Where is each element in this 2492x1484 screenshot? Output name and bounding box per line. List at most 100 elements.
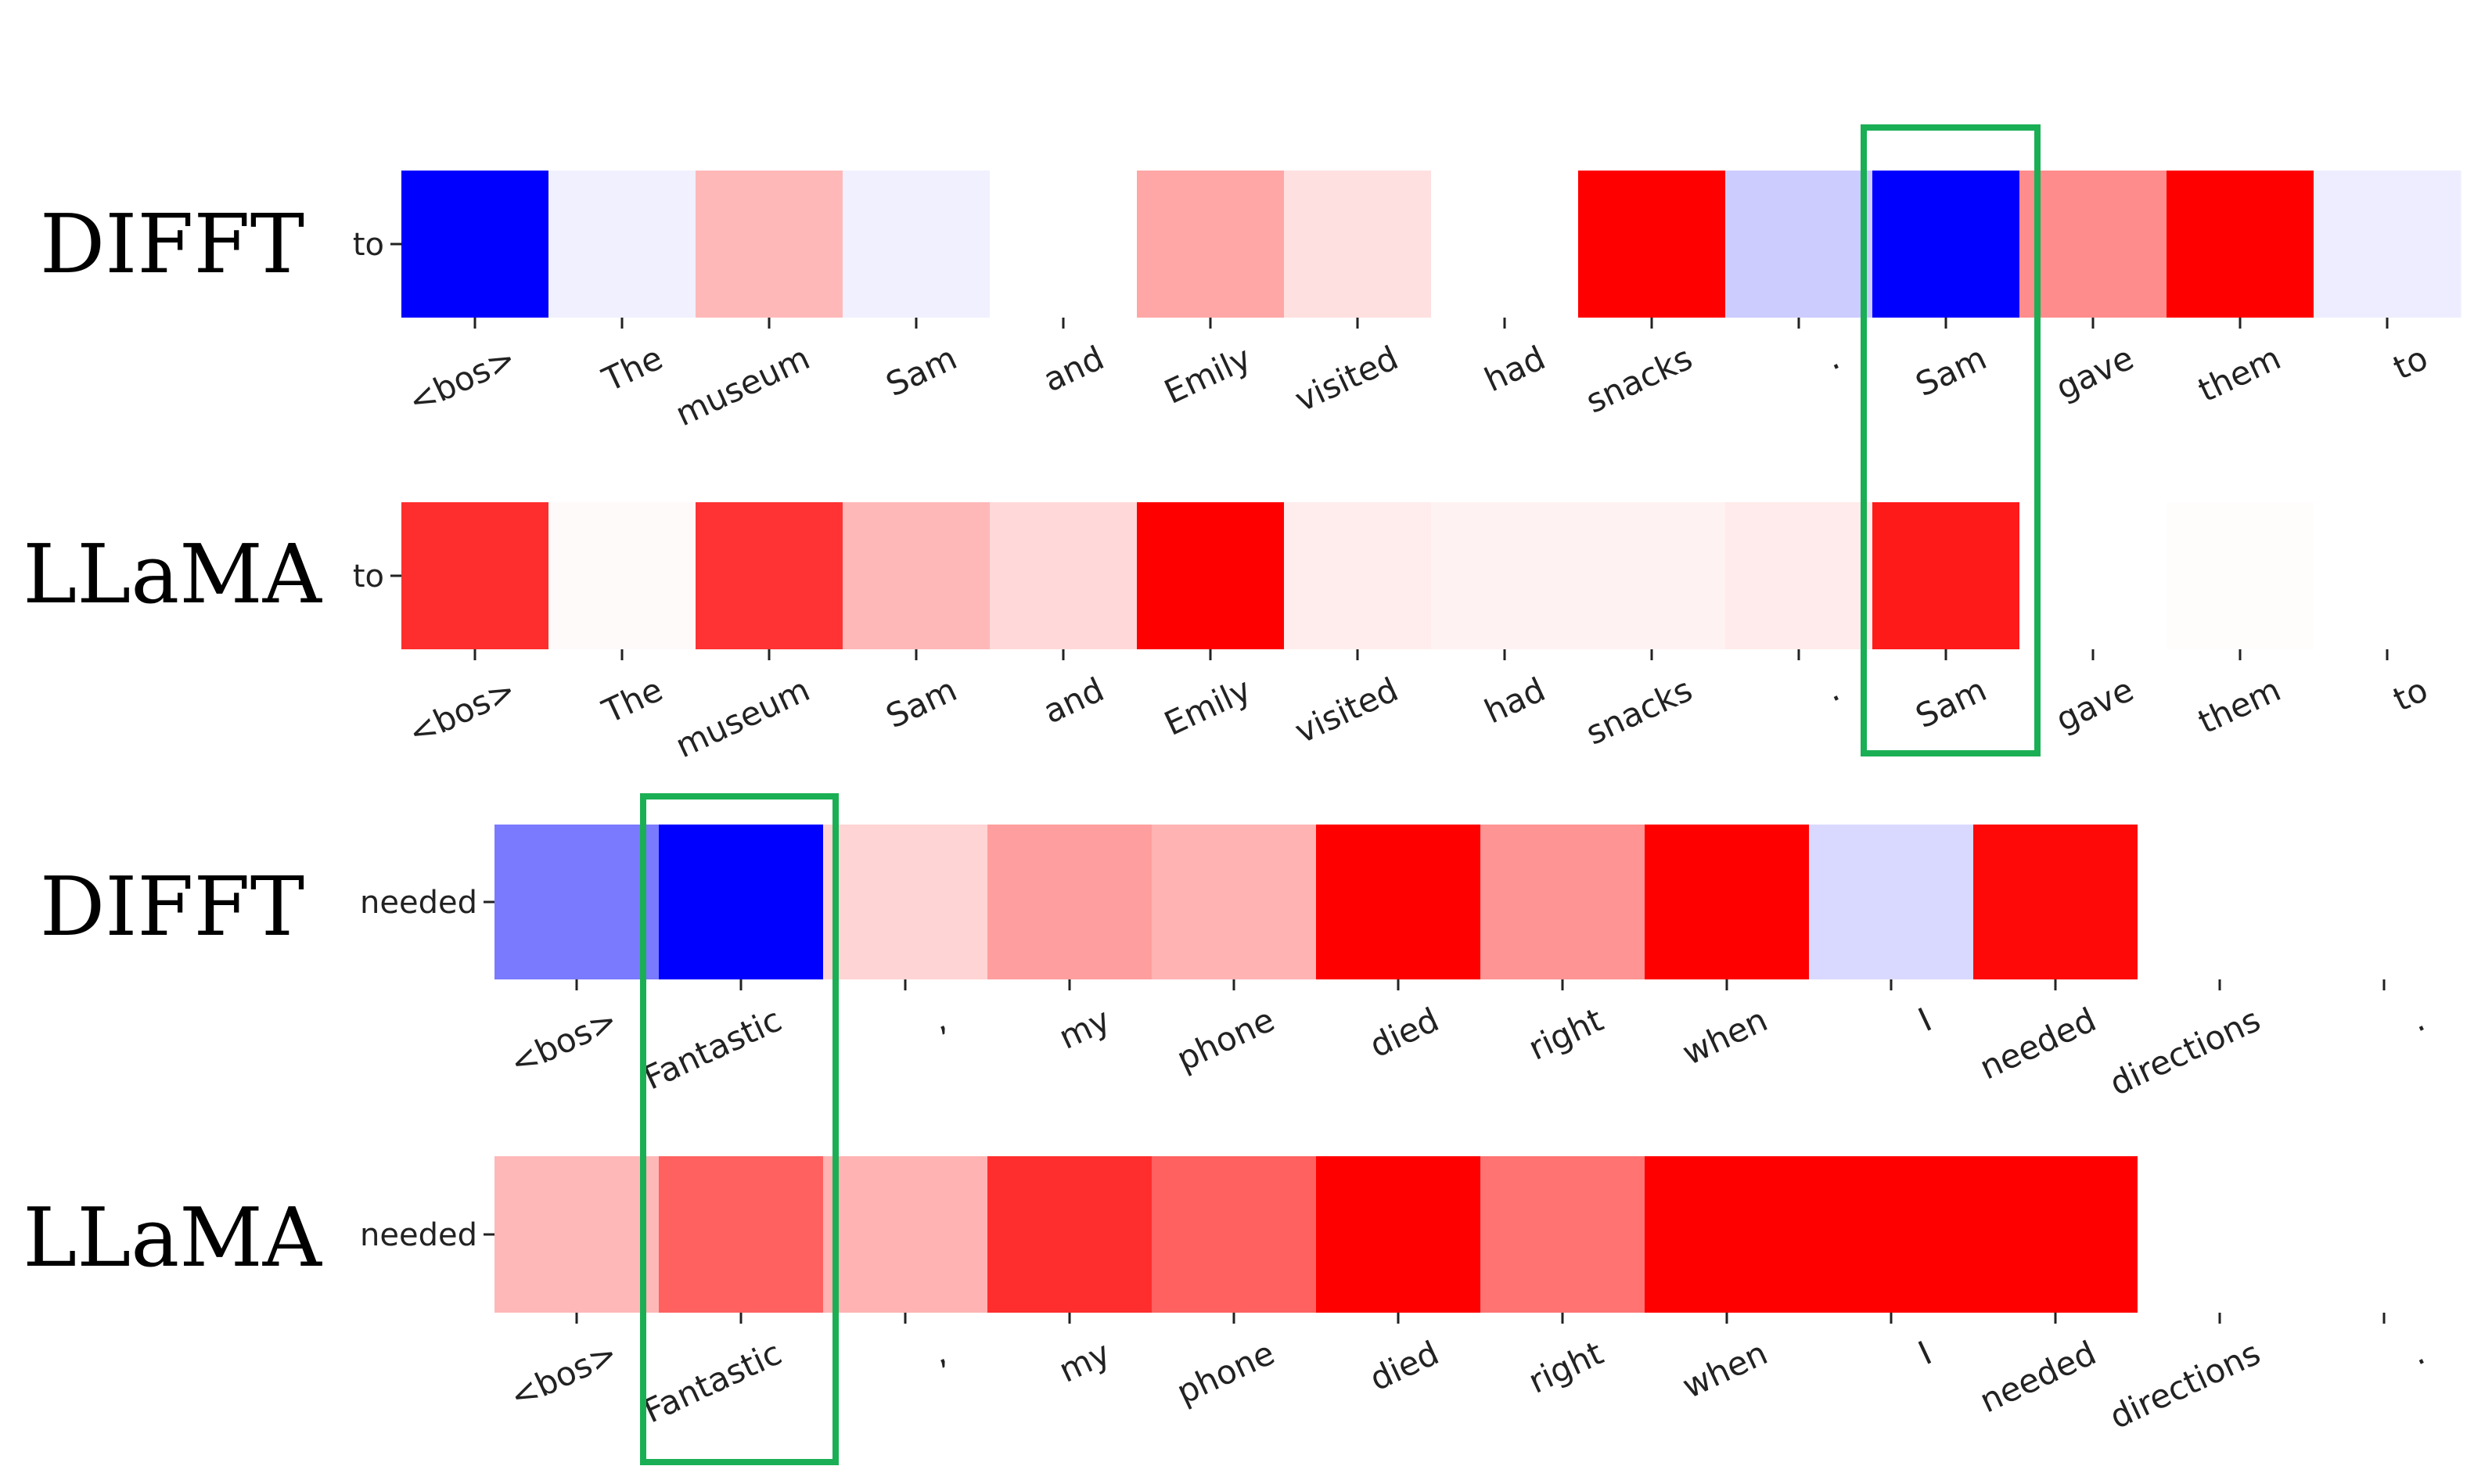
- x-tick-label: when: [1677, 1334, 1774, 1406]
- y-axis: to: [353, 559, 401, 595]
- heatmap-cells: [494, 1156, 2467, 1313]
- heatmap-cell: [659, 825, 824, 979]
- x-tick-label: had: [1479, 670, 1551, 731]
- heatmap-cell: [2314, 502, 2461, 649]
- x-tick-label: .: [1819, 339, 1845, 378]
- x-tick-label: my: [1053, 1001, 1116, 1057]
- model-label: DIFFT: [40, 859, 304, 954]
- heatmap-cell: [823, 825, 988, 979]
- heatmap-cell: [1645, 1156, 1810, 1313]
- x-tick-label: to: [2387, 339, 2433, 387]
- x-tick-label: them: [2192, 339, 2286, 410]
- heatmap-cell: [1431, 171, 1579, 318]
- heatmap-cell: [2302, 825, 2467, 979]
- x-tick-label: to: [2387, 670, 2433, 719]
- x-tick-label: The: [596, 339, 668, 400]
- x-tick-label: I: [1912, 1001, 1937, 1040]
- x-tick-label: .: [2404, 1001, 2430, 1040]
- heatmap-cell: [1480, 825, 1645, 979]
- heatmap-cell: [2138, 825, 2303, 979]
- heatmap-cell: [1725, 502, 1873, 649]
- x-tick-label: phone: [1170, 1001, 1280, 1079]
- x-tick-label: directions: [2104, 1334, 2266, 1436]
- panel-llama-needed: LLaMA needed <bos> Fantastic, my phone died r…: [23, 1156, 2467, 1436]
- x-tick-label: Sam: [1910, 339, 1992, 404]
- highlight-box-fantastic: [640, 793, 839, 1465]
- heatmap-cell: [548, 502, 696, 649]
- x-tick-label: had: [1479, 339, 1551, 400]
- x-tick-label: .: [1819, 670, 1845, 710]
- heatmap-cell: [659, 1156, 824, 1313]
- heatmap-cell: [2302, 1156, 2467, 1313]
- x-tick-label: needed: [1974, 1001, 2102, 1087]
- x-tick-label: <bos>: [402, 670, 521, 753]
- x-tick-label: Fantastic: [638, 1001, 787, 1098]
- x-tick-label: museum: [670, 339, 815, 434]
- heatmap-cell: [2167, 502, 2314, 649]
- heatmap-cell: [1431, 502, 1579, 649]
- x-tick-label: snacks: [1580, 339, 1698, 421]
- heatmap-cell: [1152, 825, 1317, 979]
- panel-difft-needed: DIFFT needed <bos> Fantastic, my phone died r…: [40, 825, 2467, 1103]
- x-axis: <bos> The museum Sam and Emily visited had snack…: [402, 318, 2433, 433]
- x-tick-label: right: [1523, 1334, 1609, 1401]
- x-tick-label: gave: [2050, 670, 2139, 739]
- model-label: LLaMA: [23, 526, 323, 622]
- heatmap-cell: [843, 171, 991, 318]
- x-axis: <bos> The museum Sam and Emily visited had snack…: [402, 649, 2433, 765]
- x-tick-label: Sam: [880, 670, 962, 736]
- heatmap-cell: [1809, 825, 1974, 979]
- heatmap-cell: [401, 171, 549, 318]
- heatmap-cell: [990, 171, 1138, 318]
- x-tick-label: Sam: [1910, 670, 1992, 736]
- model-label: LLaMA: [23, 1190, 323, 1285]
- heatmap-cell: [2019, 502, 2167, 649]
- y-tick-label: to: [353, 559, 384, 595]
- x-tick-label: I: [1912, 1334, 1937, 1373]
- heatmap-cell: [1316, 1156, 1481, 1313]
- x-tick-label: Sam: [880, 339, 962, 404]
- x-tick-label: snacks: [1580, 670, 1698, 753]
- x-tick-label: visited: [1289, 670, 1404, 751]
- x-tick-label: died: [1364, 1001, 1444, 1065]
- x-tick-label: and: [1037, 670, 1109, 731]
- x-tick-label: right: [1523, 1001, 1609, 1068]
- heatmap-cell: [1872, 502, 2020, 649]
- x-tick-label: when: [1677, 1001, 1774, 1073]
- x-tick-label: phone: [1170, 1334, 1280, 1412]
- heatmap-cell: [1809, 1156, 1974, 1313]
- model-label: DIFFT: [40, 196, 304, 292]
- heatmap-cell: [987, 1156, 1153, 1313]
- heatmap-cells: [401, 171, 2461, 318]
- heatmap-cell: [1480, 1156, 1645, 1313]
- heatmap-cell: [494, 825, 660, 979]
- x-tick-label: .: [2404, 1334, 2430, 1373]
- heatmap-cell: [823, 1156, 988, 1313]
- heatmap-cell: [2314, 171, 2461, 318]
- heatmap-cell: [987, 825, 1153, 979]
- heatmap-cell: [1578, 502, 1726, 649]
- heatmap-cell: [1973, 1156, 2138, 1313]
- heatmap-cell: [1316, 825, 1481, 979]
- heatmap-cell: [1578, 171, 1726, 318]
- y-axis: needed: [360, 1217, 494, 1253]
- heatmap-cell: [1284, 502, 1432, 649]
- x-tick-label: ,: [926, 1001, 951, 1040]
- heatmap-cell: [1645, 825, 1810, 979]
- x-tick-label: gave: [2050, 339, 2139, 408]
- x-tick-label: my: [1053, 1334, 1116, 1390]
- heatmap-cell: [1872, 171, 2020, 318]
- panel-difft-to: DIFFT to <bos> The museum Sam and Emily visite…: [40, 171, 2461, 433]
- x-tick-label: and: [1037, 339, 1109, 400]
- x-tick-label: Emily: [1159, 339, 1257, 411]
- heatmap-cell: [548, 171, 696, 318]
- heatmap-cell: [696, 171, 843, 318]
- x-tick-label: them: [2192, 670, 2286, 742]
- x-tick-label: <bos>: [504, 1334, 623, 1417]
- heatmap-cell: [494, 1156, 660, 1313]
- y-tick-label: to: [353, 227, 384, 263]
- x-tick-label: visited: [1289, 339, 1404, 419]
